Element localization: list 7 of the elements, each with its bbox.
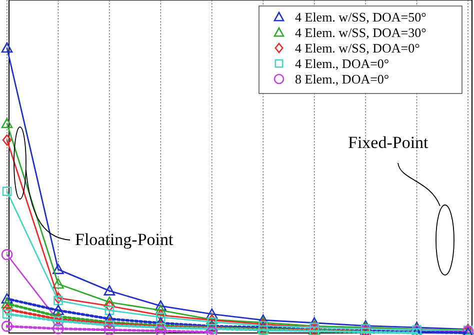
legend-label: 8 Elem., DOA=0° [295,72,390,86]
legend-label: 4 Elem. w/SS, DOA=30° [295,25,426,40]
legend-label: 4 Elem., DOA=0° [295,56,390,71]
legend-label: 4 Elem. w/SS, DOA=0° [295,40,420,56]
annotation: Floating-Point [75,230,174,249]
legend-label: 4 Elem. w/SS, DOA=50° [295,10,426,24]
annotation: Fixed-Point [348,133,429,152]
